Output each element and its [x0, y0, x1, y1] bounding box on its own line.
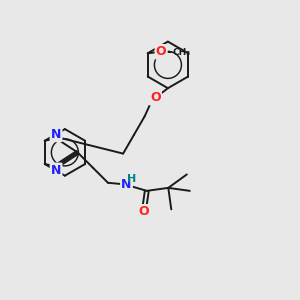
Text: N: N	[121, 178, 132, 191]
Text: O: O	[139, 205, 149, 218]
Text: N: N	[51, 128, 61, 141]
Text: CH₃: CH₃	[172, 48, 191, 57]
Text: O: O	[156, 45, 166, 58]
Text: N: N	[51, 164, 61, 177]
Text: O: O	[150, 91, 161, 104]
Text: H: H	[127, 174, 136, 184]
